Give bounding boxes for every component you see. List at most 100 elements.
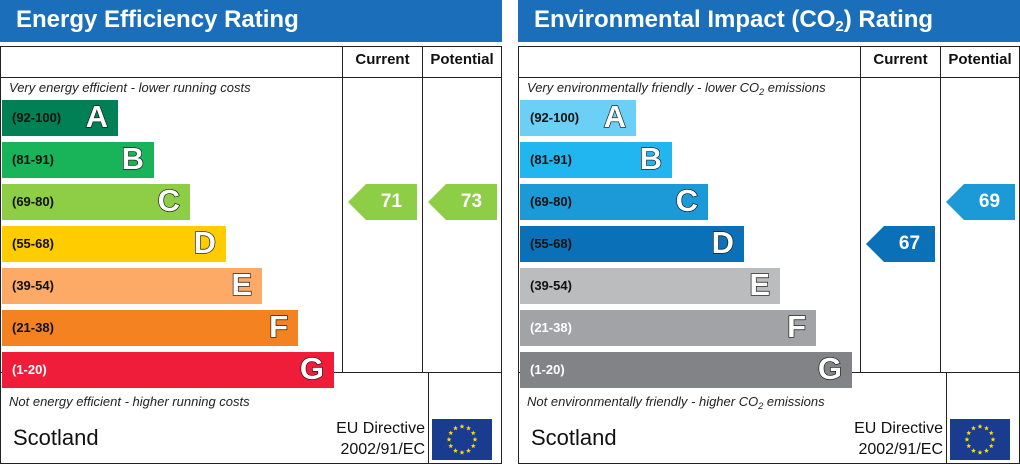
band-b: (81-91) B bbox=[2, 140, 154, 178]
band-c: (69-80) C bbox=[520, 182, 708, 220]
eu-star bbox=[470, 430, 476, 436]
environment-title-bar: Environmental Impact (CO2) Rating bbox=[518, 0, 1020, 42]
current-rating-arrow: 71 bbox=[348, 184, 417, 220]
energy-title-bar: Energy Efficiency Rating bbox=[0, 0, 502, 42]
eu-star bbox=[977, 423, 983, 429]
eu-directive-line2: 2002/91/EC bbox=[340, 441, 425, 458]
band-range: (21-38) bbox=[530, 320, 572, 335]
potential-rating-value: 69 bbox=[978, 191, 1001, 212]
eu-directive: EU Directive 2002/91/EC bbox=[854, 418, 943, 460]
band-letter: E bbox=[749, 266, 771, 302]
eu-star bbox=[459, 423, 465, 429]
top-note: Very energy efficient - lower running co… bbox=[9, 80, 251, 95]
band-range: (81-91) bbox=[12, 152, 54, 167]
divider bbox=[422, 47, 423, 373]
band-f: (21-38) F bbox=[520, 308, 816, 346]
eu-star bbox=[470, 443, 476, 449]
energy-title: Energy Efficiency Rating bbox=[16, 6, 299, 33]
eu-star bbox=[448, 443, 454, 449]
eu-star bbox=[988, 443, 994, 449]
bottom-note: Not energy efficient - higher running co… bbox=[9, 394, 250, 409]
divider bbox=[860, 47, 861, 373]
divider bbox=[940, 47, 941, 373]
band-range: (21-38) bbox=[12, 320, 54, 335]
band-range: (1-20) bbox=[530, 362, 565, 377]
band-b: (81-91) B bbox=[520, 140, 672, 178]
eu-star bbox=[966, 430, 972, 436]
energy-efficiency-panel: Energy Efficiency Rating Current Potenti… bbox=[0, 0, 502, 464]
eu-directive: EU Directive 2002/91/EC bbox=[336, 418, 425, 460]
eu-star bbox=[984, 425, 989, 431]
band-letter: A bbox=[603, 98, 627, 134]
divider bbox=[428, 373, 429, 463]
environmental-impact-panel: Environmental Impact (CO2) Rating Curren… bbox=[518, 0, 1020, 464]
potential-rating-value: 73 bbox=[460, 191, 483, 212]
band-g: (1-20) G bbox=[520, 350, 852, 388]
band-d: (55-68) D bbox=[520, 224, 744, 262]
band-d: (55-68) D bbox=[2, 224, 226, 262]
band-a: (92-100) A bbox=[2, 98, 118, 136]
band-letter: D bbox=[711, 224, 735, 260]
divider bbox=[519, 77, 1019, 78]
eu-star bbox=[984, 448, 989, 453]
potential-column-header: Potential bbox=[430, 51, 494, 68]
band-letter: G bbox=[817, 350, 842, 386]
eu-star bbox=[964, 436, 970, 442]
potential-rating-arrow: 73 bbox=[428, 184, 497, 220]
eu-star bbox=[472, 436, 478, 442]
environment-title: Environmental Impact (CO2) Rating bbox=[534, 6, 934, 35]
potential-rating-arrow: 69 bbox=[946, 184, 1015, 220]
eu-flag-icon bbox=[432, 419, 492, 460]
band-letter: G bbox=[299, 350, 324, 386]
eu-directive-line1: EU Directive bbox=[854, 420, 943, 437]
band-letter: C bbox=[675, 182, 699, 218]
environment-chart-frame: Current Potential Very environmentally f… bbox=[518, 46, 1020, 464]
band-letter: F bbox=[786, 308, 806, 344]
eu-star bbox=[466, 425, 471, 431]
eu-star bbox=[466, 448, 471, 453]
eu-flag-icon bbox=[950, 419, 1010, 460]
band-range: (69-80) bbox=[12, 194, 54, 209]
top-note: Very environmentally friendly - lower CO… bbox=[527, 80, 826, 97]
eu-star bbox=[459, 449, 465, 455]
band-range: (1-20) bbox=[12, 362, 47, 377]
band-range: (39-54) bbox=[12, 278, 54, 293]
energy-chart-frame: Current Potential Very energy efficient … bbox=[0, 46, 502, 464]
eu-star bbox=[971, 448, 976, 453]
eu-star bbox=[988, 430, 994, 436]
eu-star bbox=[446, 436, 452, 442]
band-letter: C bbox=[157, 182, 181, 218]
current-rating-value: 71 bbox=[380, 191, 403, 212]
eu-directive-line1: EU Directive bbox=[336, 420, 425, 437]
band-a: (92-100) A bbox=[520, 98, 636, 136]
current-rating-arrow: 67 bbox=[866, 226, 935, 262]
current-column-header: Current bbox=[873, 51, 928, 68]
band-range: (92-100) bbox=[12, 110, 62, 125]
band-range: (92-100) bbox=[530, 110, 580, 125]
band-range: (55-68) bbox=[12, 236, 54, 251]
band-range: (55-68) bbox=[530, 236, 572, 251]
divider bbox=[342, 47, 343, 373]
band-range: (39-54) bbox=[530, 278, 572, 293]
eu-star bbox=[448, 430, 454, 436]
eu-directive-line2: 2002/91/EC bbox=[858, 441, 943, 458]
band-letter: A bbox=[85, 98, 109, 134]
band-letter: B bbox=[121, 140, 145, 176]
band-letter: B bbox=[639, 140, 663, 176]
band-letter: F bbox=[268, 308, 288, 344]
divider bbox=[946, 373, 947, 463]
band-c: (69-80) C bbox=[2, 182, 190, 220]
band-e: (39-54) E bbox=[2, 266, 262, 304]
current-column-header: Current bbox=[355, 51, 410, 68]
country-label: Scotland bbox=[531, 425, 617, 450]
country-label: Scotland bbox=[13, 425, 99, 450]
band-letter: E bbox=[231, 266, 253, 302]
band-letter: D bbox=[193, 224, 217, 260]
divider bbox=[1, 77, 501, 78]
eu-star bbox=[966, 443, 972, 449]
eu-star bbox=[990, 436, 996, 442]
eu-star bbox=[453, 425, 458, 431]
band-e: (39-54) E bbox=[520, 266, 780, 304]
eu-star bbox=[977, 449, 983, 455]
bottom-note: Not environmentally friendly - higher CO… bbox=[527, 394, 825, 411]
